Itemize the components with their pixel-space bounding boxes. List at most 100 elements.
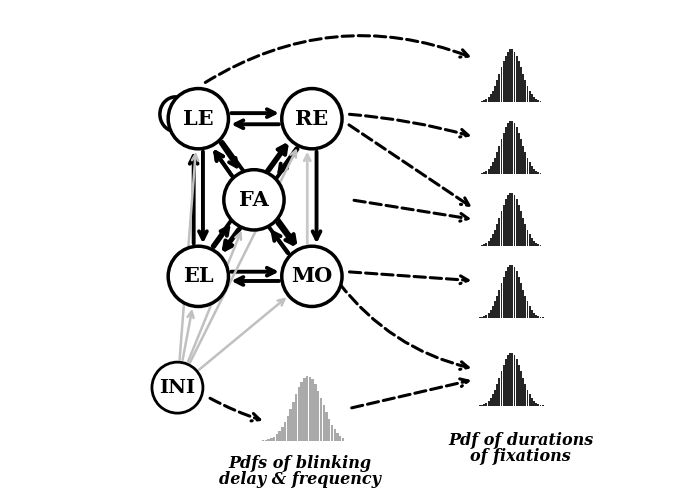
Bar [273, 437, 276, 441]
Bar [303, 378, 306, 441]
Bar [336, 433, 339, 441]
Bar [284, 422, 286, 441]
Bar [496, 296, 498, 318]
Bar [485, 243, 487, 246]
Bar [540, 101, 542, 102]
Text: FA: FA [239, 190, 269, 210]
Bar [298, 388, 300, 441]
Bar [485, 403, 487, 406]
Bar [533, 169, 535, 174]
Bar [531, 238, 533, 246]
Bar [503, 277, 505, 318]
Bar [522, 218, 524, 246]
Bar [496, 384, 498, 406]
Bar [295, 394, 297, 441]
Bar [492, 394, 494, 406]
Bar [540, 245, 542, 246]
Bar [498, 290, 500, 318]
Bar [270, 438, 273, 441]
Text: INI: INI [159, 379, 195, 396]
Bar [483, 100, 485, 102]
Bar [483, 316, 485, 318]
Text: of fixations: of fixations [470, 448, 571, 465]
Bar [325, 413, 327, 441]
Bar [510, 265, 511, 318]
Bar [520, 371, 522, 406]
Bar [535, 403, 537, 406]
Bar [496, 224, 498, 246]
Bar [531, 398, 533, 406]
Bar [492, 234, 494, 246]
Bar [516, 359, 518, 406]
Bar [507, 267, 509, 318]
Bar [322, 405, 325, 441]
Text: Pdf of durations: Pdf of durations [448, 432, 593, 449]
Bar [542, 173, 544, 174]
Bar [514, 51, 516, 102]
Bar [522, 378, 524, 406]
Bar [533, 241, 535, 246]
Bar [531, 166, 533, 174]
Bar [507, 123, 509, 174]
Bar [516, 199, 518, 246]
Bar [309, 377, 311, 441]
Bar [496, 152, 498, 174]
Bar [524, 80, 526, 102]
Bar [488, 401, 489, 406]
Bar [320, 398, 322, 441]
Bar [537, 404, 540, 406]
Bar [488, 313, 489, 318]
Bar [528, 234, 530, 246]
Bar [522, 290, 524, 318]
Bar [306, 376, 309, 441]
Bar [512, 265, 513, 318]
Bar [503, 133, 505, 174]
Bar [542, 245, 544, 246]
Bar [503, 365, 505, 406]
Bar [537, 172, 540, 174]
Bar [507, 196, 509, 246]
Bar [526, 86, 528, 102]
Bar [500, 211, 503, 246]
Bar [507, 51, 509, 102]
Bar [518, 133, 520, 174]
Bar [505, 56, 507, 102]
Circle shape [282, 89, 342, 149]
Text: EL: EL [183, 267, 214, 286]
Bar [540, 317, 542, 318]
Bar [328, 419, 330, 441]
Bar [481, 405, 483, 406]
Circle shape [224, 170, 284, 230]
Bar [540, 173, 542, 174]
Bar [500, 371, 503, 406]
Bar [535, 99, 537, 102]
Bar [494, 230, 496, 246]
Bar [510, 49, 511, 102]
Bar [494, 158, 496, 174]
Bar [287, 416, 289, 441]
Bar [533, 401, 535, 406]
Bar [512, 193, 513, 246]
Bar [526, 390, 528, 406]
Bar [518, 205, 520, 246]
Bar [490, 166, 491, 174]
Bar [281, 427, 283, 441]
Bar [483, 404, 485, 406]
Bar [500, 139, 503, 174]
Bar [334, 429, 336, 441]
Bar [514, 123, 516, 174]
Bar [520, 68, 522, 102]
Bar [526, 230, 528, 246]
Bar [481, 245, 483, 246]
Bar [526, 158, 528, 174]
Bar [516, 127, 518, 174]
Bar [483, 172, 485, 174]
Bar [505, 359, 507, 406]
Bar [507, 355, 509, 406]
Bar [479, 173, 481, 174]
Text: RE: RE [295, 109, 329, 129]
Bar [494, 390, 496, 406]
Bar [267, 440, 270, 441]
Bar [531, 310, 533, 318]
Bar [485, 99, 487, 102]
